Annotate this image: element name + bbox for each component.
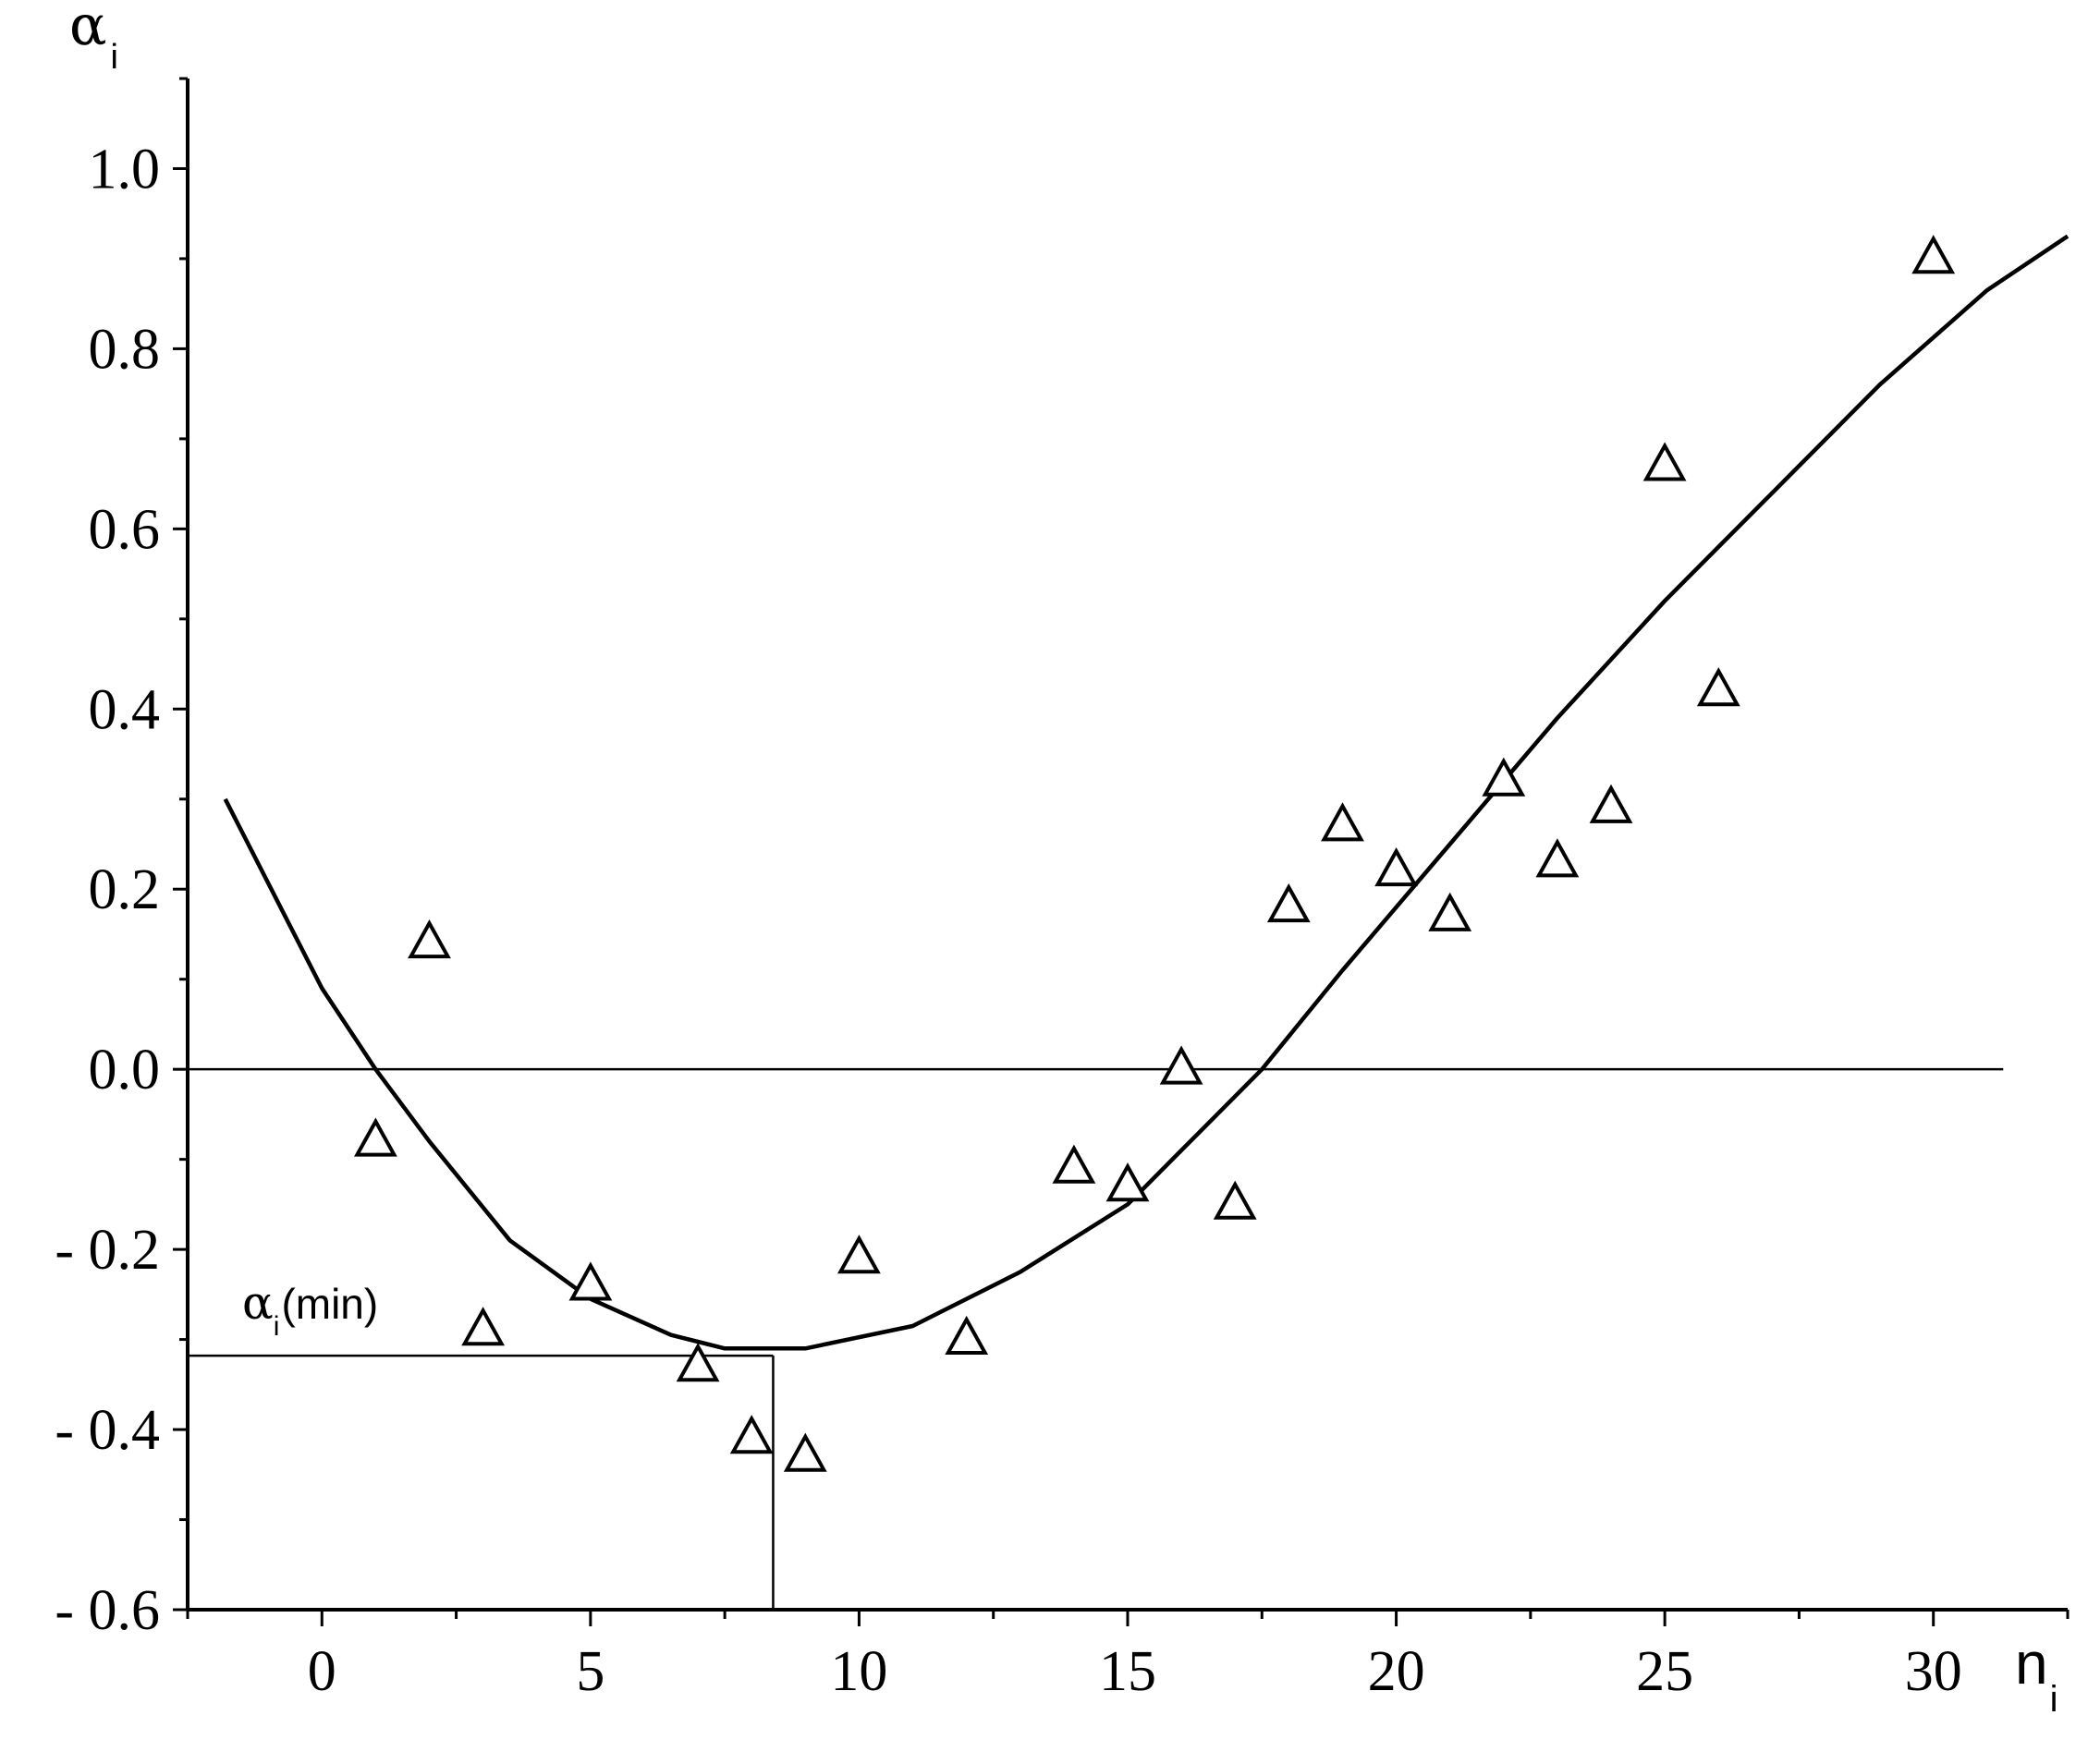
data-point-marker	[1159, 1045, 1203, 1085]
y-axis-title-main: α	[69, 0, 107, 58]
y-tick-label: 0.2	[89, 858, 161, 921]
y-tick-label: 1.0	[89, 138, 161, 201]
data-point-marker	[568, 1261, 613, 1301]
data-point-marker	[1374, 846, 1418, 887]
min-annotation-suffix: (min)	[281, 1280, 378, 1328]
y-tick-label: - 0.2	[55, 1219, 160, 1282]
data-point-marker	[676, 1343, 720, 1382]
x-tick-label: 0	[308, 1640, 336, 1703]
fit-curve-layer	[223, 234, 2070, 1351]
data-point-marker	[1052, 1144, 1096, 1184]
data-points	[354, 235, 1956, 1472]
min-annotation-sub: i	[274, 1311, 280, 1342]
data-point-marker	[1266, 882, 1311, 923]
fit-curve	[223, 234, 2070, 1351]
data-point-marker	[1535, 838, 1580, 878]
data-point-marker	[408, 918, 451, 959]
x-tick-label: 5	[576, 1640, 604, 1703]
min-annotation: αi(min)	[242, 1276, 378, 1342]
y-tick-label: 0.6	[89, 498, 161, 561]
data-point-marker	[729, 1415, 774, 1454]
y-tick-label: - 0.6	[55, 1579, 160, 1642]
data-point-marker	[1321, 802, 1364, 842]
data-point-marker	[837, 1235, 881, 1274]
axes	[173, 77, 2070, 1626]
labels: - 0.6 - 0.4 - 0.2 0.0 0.2 0.4 0.6 0.8 1.0 0 5 10 15 2…	[55, 0, 2057, 1720]
data-point-marker	[1642, 442, 1687, 481]
y-tick-label: 0.8	[89, 318, 161, 381]
y-tick-label: - 0.4	[55, 1399, 160, 1462]
data-point-marker	[1696, 667, 1740, 707]
data-point-marker	[1911, 235, 1956, 274]
y-tick-label: 0.4	[89, 678, 161, 741]
x-tick-label: 30	[1905, 1640, 1962, 1703]
x-tick-label: 20	[1368, 1640, 1425, 1703]
data-point-marker	[783, 1432, 827, 1472]
data-point-marker	[1482, 757, 1526, 797]
x-tick-label: 10	[830, 1640, 887, 1703]
x-axis-title: ni	[2015, 1630, 2057, 1720]
data-point-marker	[354, 1117, 397, 1157]
data-point-marker	[1213, 1180, 1257, 1220]
data-point-marker	[1589, 784, 1633, 823]
y-tick-label: 0.0	[89, 1039, 161, 1101]
data-point-marker	[945, 1315, 989, 1355]
x-tick-label: 15	[1099, 1640, 1156, 1703]
data-point-marker	[1428, 892, 1472, 931]
x-axis-title-sub: i	[2050, 1679, 2058, 1720]
reference-lines	[188, 1067, 2004, 1610]
x-axis-title-main: n	[2015, 1630, 2048, 1697]
x-tick-label: 25	[1636, 1640, 1693, 1703]
data-point-marker	[461, 1307, 505, 1346]
data-point-marker	[1105, 1162, 1150, 1202]
min-annotation-main: α	[242, 1276, 274, 1330]
y-axis-title-sub: i	[111, 38, 118, 77]
